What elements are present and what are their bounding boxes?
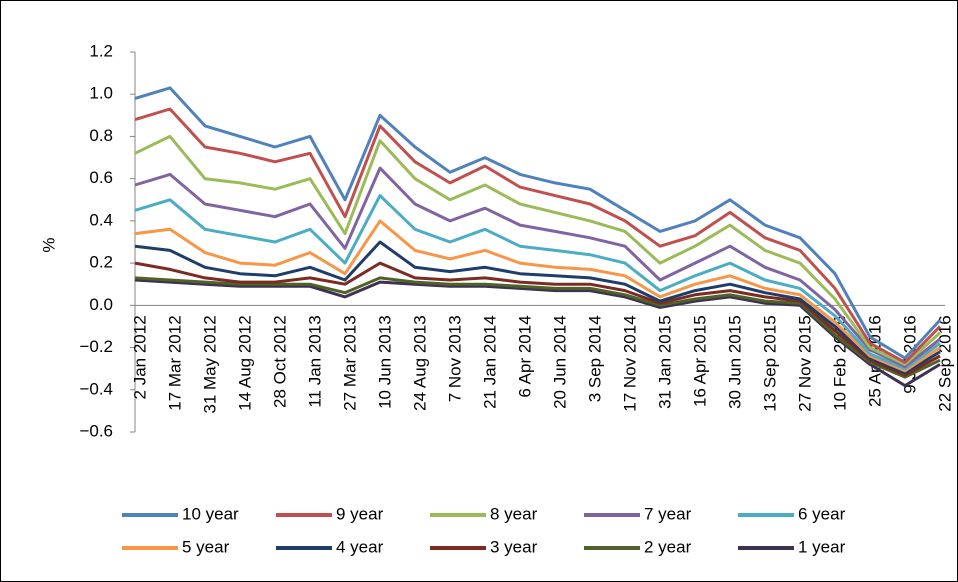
x-tick-label: 11 Jan 2013 xyxy=(305,315,324,407)
x-tick-label: 13 Sep 2015 xyxy=(760,315,779,411)
y-tick-label: 0.6 xyxy=(89,168,113,187)
x-tick-label: 14 Aug 2012 xyxy=(235,315,254,410)
x-tick-label: 17 Nov 2014 xyxy=(620,315,639,411)
x-tick-label: 10 Jun 2013 xyxy=(375,315,394,409)
legend-label: 7 year xyxy=(644,504,692,523)
series-line xyxy=(134,219,941,373)
series-line xyxy=(134,276,941,379)
legend-label: 1 year xyxy=(798,537,846,556)
x-tick-label: 20 Jun 2014 xyxy=(550,315,569,409)
legend-label: 5 year xyxy=(182,537,230,556)
x-tick-label: 7 Nov 2013 xyxy=(445,315,464,402)
x-tick-label: 17 Mar 2012 xyxy=(165,315,184,410)
series-line xyxy=(134,240,941,375)
x-tick-label: 16 Apr 2015 xyxy=(690,315,709,407)
x-tick-label: 27 Nov 2015 xyxy=(795,315,814,411)
y-axis-title: % xyxy=(39,237,58,252)
legend-label: 6 year xyxy=(798,504,846,523)
legend-label: 4 year xyxy=(336,537,384,556)
y-tick-label: 1.0 xyxy=(89,84,113,103)
legend-label: 3 year xyxy=(490,537,538,556)
y-tick-label: 1.2 xyxy=(89,41,113,60)
y-tick-label: −0.4 xyxy=(79,379,113,398)
x-tick-label: 31 Jan 2015 xyxy=(655,315,674,409)
x-tick-label: 6 Apr 2014 xyxy=(515,315,534,397)
legend-label: 2 year xyxy=(644,537,692,556)
y-tick-label: 0.8 xyxy=(89,126,113,145)
series-line xyxy=(134,107,942,364)
x-tick-label: 2 Jan 2012 xyxy=(130,315,149,399)
y-tick-label: 0.4 xyxy=(89,210,113,229)
x-tick-label: 31 May 2012 xyxy=(200,315,219,413)
legend-label: 9 year xyxy=(336,504,384,523)
series-line xyxy=(134,194,941,371)
y-tick-label: −0.2 xyxy=(79,337,113,356)
y-tick-label: −0.6 xyxy=(79,421,113,440)
x-tick-label: 21 Jan 2014 xyxy=(480,315,499,409)
x-tick-label: 30 Jun 2015 xyxy=(725,315,744,409)
series-line xyxy=(134,261,941,377)
series-line xyxy=(134,278,941,388)
x-tick-label: 27 Mar 2013 xyxy=(340,315,359,410)
series-line xyxy=(134,86,942,360)
x-tick-label: 24 Aug 2013 xyxy=(410,315,429,410)
y-tick-label: 0.2 xyxy=(89,253,113,272)
y-tick-label: 0.0 xyxy=(89,295,113,314)
series-line xyxy=(134,166,941,369)
x-tick-label: 3 Sep 2014 xyxy=(585,315,604,402)
legend-label: 10 year xyxy=(182,504,239,523)
series-line xyxy=(134,134,942,366)
x-tick-label: 28 Oct 2012 xyxy=(270,315,289,408)
legend-label: 8 year xyxy=(490,504,538,523)
